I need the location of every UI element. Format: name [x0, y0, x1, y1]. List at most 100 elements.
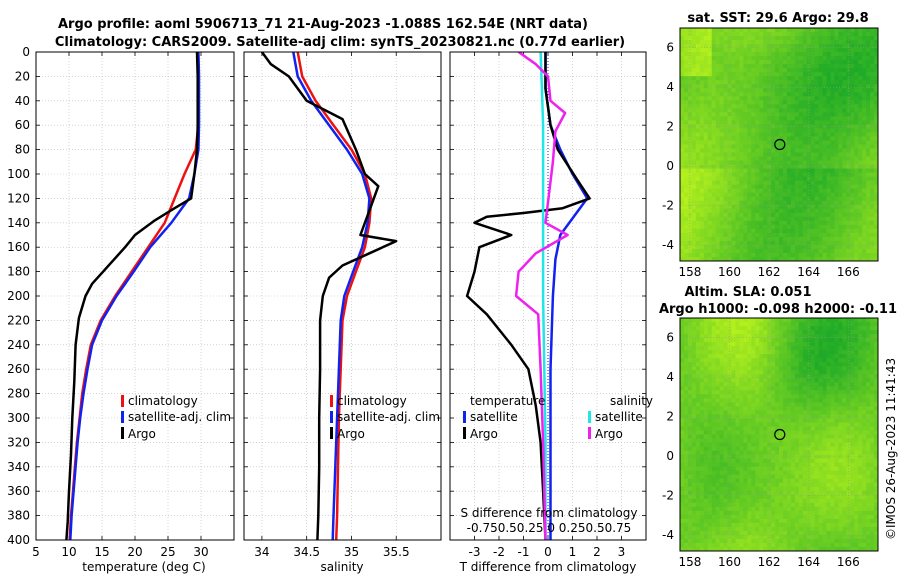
map-cell [731, 216, 736, 222]
map-cell [680, 168, 685, 174]
map-cell [838, 188, 843, 194]
map-cell [826, 56, 831, 61]
map-cell [683, 326, 689, 331]
map-cell [680, 84, 685, 89]
map-cell [723, 132, 728, 137]
map-cell [854, 184, 859, 190]
map-cell [691, 338, 697, 343]
map-cell [822, 164, 827, 170]
map-cell [719, 450, 724, 455]
map-cell [739, 362, 744, 367]
map-cell [798, 322, 804, 327]
map-cell [810, 398, 816, 403]
depth-tick-label: 400 [7, 533, 30, 547]
map-cell [739, 136, 744, 141]
map-cell [870, 88, 875, 93]
map-cell [790, 152, 796, 157]
map-cell [782, 160, 788, 165]
map-cell [711, 44, 717, 49]
map-cell [810, 104, 816, 109]
map-cell [731, 326, 736, 331]
map-cell [755, 128, 760, 133]
map-cell [715, 212, 720, 218]
map-x-tick-label: 158 [678, 265, 701, 279]
map-cell [775, 386, 780, 391]
map-cell [826, 144, 831, 149]
map-cell [862, 116, 867, 121]
map-cell [723, 434, 728, 439]
map-cell [711, 76, 717, 81]
map-cell [802, 362, 808, 367]
map-cell [763, 390, 768, 395]
map-cell [703, 196, 709, 202]
map-cell [802, 188, 808, 194]
map-cell [683, 84, 689, 89]
map-cell [794, 422, 800, 427]
map-cell [731, 168, 736, 174]
map-cell [818, 64, 823, 69]
map-cell [779, 422, 784, 427]
map-cell [846, 362, 851, 367]
map-cell [711, 128, 717, 133]
map-cell [707, 240, 713, 246]
map-cell [779, 116, 784, 121]
panel-frame [243, 51, 442, 541]
map-cell [731, 450, 736, 455]
map-cell [680, 108, 685, 113]
map-cell [771, 418, 776, 423]
map-cell [731, 80, 736, 85]
map-cell [790, 32, 796, 37]
map-cell [822, 394, 827, 399]
map-cell [874, 450, 879, 455]
map-cell [790, 350, 796, 355]
map-cell [834, 148, 839, 153]
map-cell [755, 362, 760, 367]
map-cell [715, 200, 720, 206]
map-cell [707, 120, 713, 125]
map-cell [739, 84, 744, 89]
map-cell [711, 72, 717, 77]
map-cell [747, 418, 752, 423]
map-cell [794, 386, 800, 391]
map-cell [818, 60, 823, 65]
map-cell [735, 132, 740, 137]
map-cell [715, 350, 720, 355]
map-cell [806, 84, 812, 89]
map-cell [771, 382, 776, 387]
map-cell [771, 216, 776, 222]
map-cell [858, 220, 863, 226]
map-cell [802, 398, 808, 403]
map-cell [870, 430, 875, 435]
map-cell [794, 256, 800, 262]
map-cell [870, 318, 875, 323]
map-cell [735, 176, 740, 182]
map-cell [814, 80, 819, 85]
map-cell [707, 36, 713, 41]
map-cell [794, 398, 800, 403]
map-cell [775, 200, 780, 206]
depth-tick-label: 200 [7, 289, 30, 303]
map-cell [759, 132, 764, 137]
map-cell [759, 354, 764, 359]
map-cell [798, 422, 804, 427]
map-cell [731, 442, 736, 447]
map-cell [763, 398, 768, 403]
map-cell [786, 418, 792, 423]
map-cell [782, 116, 788, 121]
map-cell [830, 374, 835, 379]
depth-axis: 0204060801001201401601802002202402602803… [7, 45, 30, 547]
map-cell [854, 220, 859, 226]
map-cell [680, 252, 685, 258]
map-cell [680, 184, 685, 190]
map-cell [802, 406, 808, 411]
map-cell [695, 152, 701, 157]
map-cell [858, 140, 863, 145]
map-cell [683, 366, 689, 371]
map-cell [806, 64, 812, 69]
map-cell [822, 128, 827, 133]
map-cell [786, 430, 792, 435]
map-cell [838, 180, 843, 186]
map-cell [767, 208, 772, 214]
map-cell [695, 36, 701, 41]
map-cell [751, 32, 756, 37]
